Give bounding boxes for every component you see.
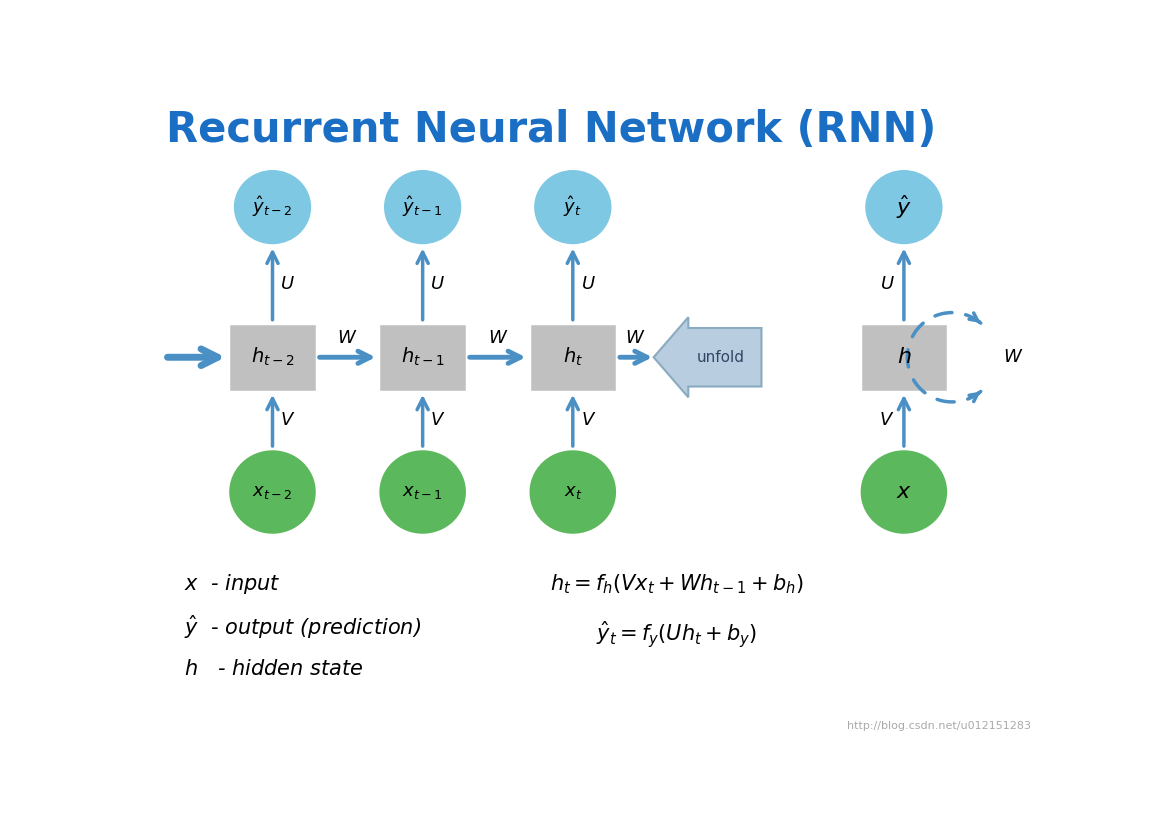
- Text: http://blog.csdn.net/u012151283: http://blog.csdn.net/u012151283: [847, 721, 1030, 731]
- Text: $x_{t-2}$: $x_{t-2}$: [253, 483, 293, 501]
- Text: $\hat{y}$: $\hat{y}$: [896, 193, 912, 221]
- Text: $V$: $V$: [431, 411, 446, 430]
- Text: $W$: $W$: [625, 329, 645, 347]
- Text: Recurrent Neural Network (RNN): Recurrent Neural Network (RNN): [166, 109, 937, 151]
- Text: $U$: $U$: [581, 275, 595, 293]
- Text: $\hat{y}_t$: $\hat{y}_t$: [563, 194, 582, 219]
- Text: $x_t$: $x_t$: [563, 483, 582, 501]
- Ellipse shape: [864, 168, 944, 245]
- Text: $\hat{y}_{t-1}$: $\hat{y}_{t-1}$: [403, 194, 443, 219]
- Text: $h_t = f_h(Vx_t + Wh_{t-1} + b_h)$: $h_t = f_h(Vx_t + Wh_{t-1} + b_h)$: [549, 573, 803, 596]
- Text: $x$  - input: $x$ - input: [184, 572, 281, 596]
- Text: $h$: $h$: [897, 347, 911, 367]
- Text: $x$: $x$: [896, 482, 912, 502]
- Text: $x_{t-1}$: $x_{t-1}$: [403, 483, 443, 501]
- Text: $W$: $W$: [1002, 349, 1023, 366]
- Text: $h_t$: $h_t$: [563, 346, 583, 369]
- Text: $U$: $U$: [280, 275, 295, 293]
- Text: $V$: $V$: [581, 411, 596, 430]
- FancyBboxPatch shape: [860, 323, 949, 392]
- Text: $W$: $W$: [337, 329, 358, 347]
- Text: $\hat{y}_t = f_y(Uh_t + b_y)$: $\hat{y}_t = f_y(Uh_t + b_y)$: [596, 620, 756, 650]
- Text: $U$: $U$: [879, 275, 895, 293]
- Text: $V$: $V$: [879, 411, 895, 430]
- FancyBboxPatch shape: [228, 323, 317, 392]
- Text: $V$: $V$: [280, 411, 295, 430]
- FancyBboxPatch shape: [378, 323, 467, 392]
- Ellipse shape: [860, 449, 949, 535]
- Text: $\hat{y}_{t-2}$: $\hat{y}_{t-2}$: [252, 194, 293, 219]
- Ellipse shape: [528, 449, 617, 535]
- Text: $\hat{y}$  - output (prediction): $\hat{y}$ - output (prediction): [184, 613, 422, 641]
- Ellipse shape: [378, 449, 467, 535]
- Ellipse shape: [383, 168, 463, 245]
- Text: $h_{t-2}$: $h_{t-2}$: [251, 346, 294, 369]
- Text: unfold: unfold: [697, 349, 745, 364]
- Ellipse shape: [228, 449, 317, 535]
- Ellipse shape: [233, 168, 313, 245]
- Polygon shape: [653, 317, 761, 397]
- Text: $U$: $U$: [431, 275, 445, 293]
- Ellipse shape: [533, 168, 612, 245]
- Text: $W$: $W$: [487, 329, 508, 347]
- Text: $h_{t-1}$: $h_{t-1}$: [400, 346, 445, 369]
- FancyBboxPatch shape: [528, 323, 617, 392]
- Text: $h$   - hidden state: $h$ - hidden state: [184, 659, 363, 679]
